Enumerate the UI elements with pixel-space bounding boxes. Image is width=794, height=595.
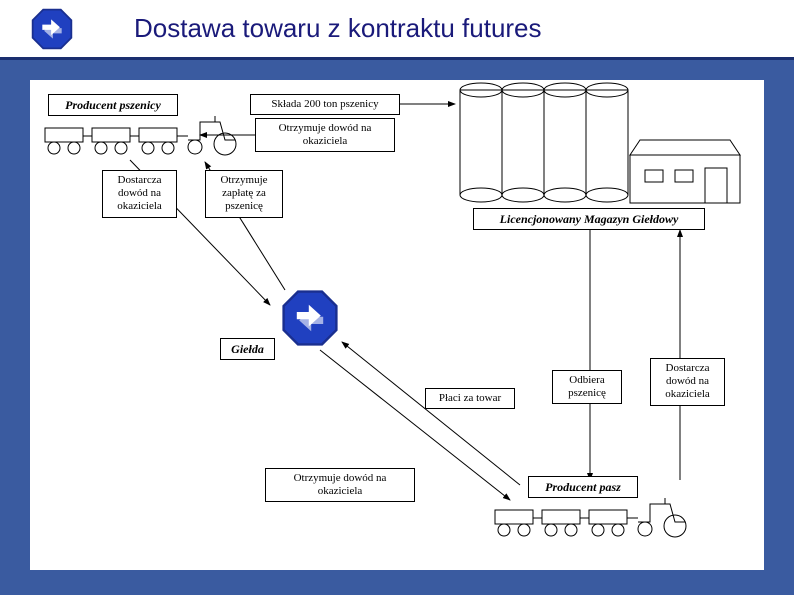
node-delivers-receipt2: Dostarcza dowód na okaziciela [650, 358, 725, 406]
page-title: Dostawa towaru z kontraktu futures [134, 13, 542, 44]
diagram-canvas: Producent pszenicy Składa 200 ton pszeni… [30, 80, 764, 570]
node-delivers-receipt: Dostarcza dowód na okaziciela [102, 170, 177, 218]
node-receives-receipt: Otrzymuje dowód na okaziciela [255, 118, 395, 152]
exchange-logo-icon [30, 7, 74, 51]
node-producer-wheat: Producent pszenicy [48, 94, 178, 116]
node-deposits: Składa 200 ton pszenicy [250, 94, 400, 115]
node-feed-producer: Producent pasz [528, 476, 638, 498]
node-warehouse: Licencjonowany Magazyn Giełdowy [473, 208, 705, 230]
header: Dostawa towaru z kontraktu futures [0, 0, 794, 60]
exchange-center-icon [280, 288, 340, 348]
node-pays-for-goods: Płaci za towar [425, 388, 515, 409]
node-receives-receipt2: Otrzymuje dowód na okaziciela [265, 468, 415, 502]
node-exchange: Giełda [220, 338, 275, 360]
node-collects-wheat: Odbiera pszenicę [552, 370, 622, 404]
tractor-producer-icon [40, 116, 250, 161]
tractor-feed-icon [490, 498, 700, 543]
node-receives-payment: Otrzymuje zapłatę za pszenicę [205, 170, 283, 218]
